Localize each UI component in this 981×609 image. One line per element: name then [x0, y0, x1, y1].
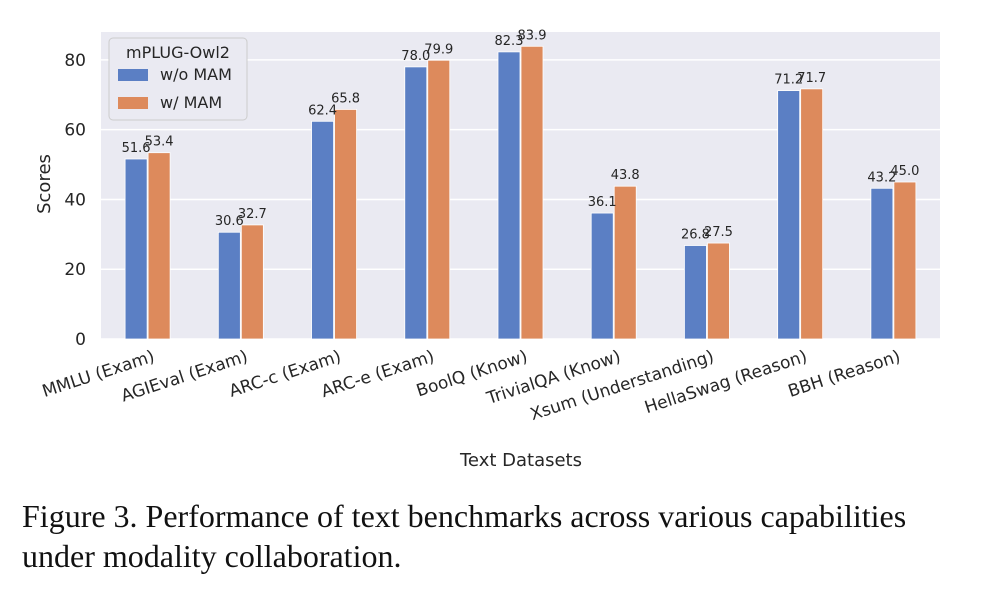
bars [124, 45, 917, 340]
legend-swatch-without-mam [118, 69, 148, 81]
bar-value-label: 36.1 [588, 195, 617, 210]
bar-value-label: 83.9 [518, 28, 547, 43]
y-tick-label: 0 [75, 330, 86, 350]
y-tick-label: 40 [64, 190, 86, 210]
x-axis-title: Text Datasets [459, 450, 582, 471]
bar-chart: 51.653.4 30.632.7 62.465.8 78.079.9 82.383.9… [34, 28, 940, 471]
bar-without-mam [311, 120, 334, 340]
bar-value-label: 43.8 [611, 168, 640, 183]
legend-title: mPLUG-Owl2 [126, 43, 230, 62]
bar-with-mam [893, 181, 917, 340]
y-tick-label: 80 [64, 51, 86, 71]
bar-with-mam [707, 242, 730, 340]
y-axis-title: Scores [34, 154, 55, 214]
bar-value-label: 32.7 [238, 207, 267, 222]
legend-label-without-mam: w/o MAM [160, 65, 232, 84]
bar-without-mam [590, 212, 614, 340]
x-axis-ticks: MMLU (Exam)AGIEval (Exam)ARC-c (Exam)ARC… [40, 347, 903, 425]
bar-value-label: 43.2 [867, 170, 896, 185]
legend-label-with-mam: w/ MAM [160, 93, 222, 112]
bar-value-label: 26.8 [681, 228, 710, 243]
bar-without-mam [217, 231, 241, 340]
bar-without-mam [124, 158, 148, 340]
legend: mPLUG-Owl2 w/o MAM w/ MAM [108, 37, 248, 121]
bar-value-label: 45.0 [890, 164, 919, 179]
bar-value-label: 62.4 [308, 103, 337, 118]
bar-without-mam [777, 90, 801, 340]
bar-without-mam [870, 187, 894, 340]
bar-without-mam [497, 51, 521, 340]
legend-swatch-with-mam [118, 97, 148, 109]
y-tick-label: 20 [64, 260, 86, 280]
bar-without-mam [684, 245, 707, 340]
bar-with-mam [147, 152, 171, 340]
bar-with-mam [613, 185, 637, 340]
bar-value-label: 30.6 [215, 214, 244, 229]
bar-value-label: 71.7 [797, 71, 826, 86]
bar-value-label: 51.6 [122, 141, 151, 156]
bar-with-mam [240, 224, 264, 340]
bar-with-mam [427, 59, 451, 340]
gridlines [101, 59, 940, 340]
bar-with-mam [520, 45, 544, 340]
bar-value-label: 82.3 [495, 34, 524, 49]
bar-value-labels: 51.653.4 30.632.7 62.465.8 78.079.9 82.383.9… [122, 28, 920, 242]
bar-without-mam [404, 66, 428, 340]
bar-value-label: 79.9 [424, 42, 453, 57]
bar-value-label: 71.2 [774, 73, 803, 88]
bar-value-label: 53.4 [145, 135, 174, 150]
bar-with-mam [800, 88, 824, 340]
y-tick-label: 60 [64, 121, 86, 141]
bar-with-mam [334, 109, 357, 340]
figure-caption: Figure 3. Performance of text benchmarks… [22, 498, 907, 574]
bar-value-label: 65.8 [331, 91, 360, 106]
bar-value-label: 27.5 [704, 225, 733, 240]
y-axis-ticks: 0 20 40 60 80 [64, 51, 86, 350]
bar-value-label: 78.0 [401, 49, 430, 64]
